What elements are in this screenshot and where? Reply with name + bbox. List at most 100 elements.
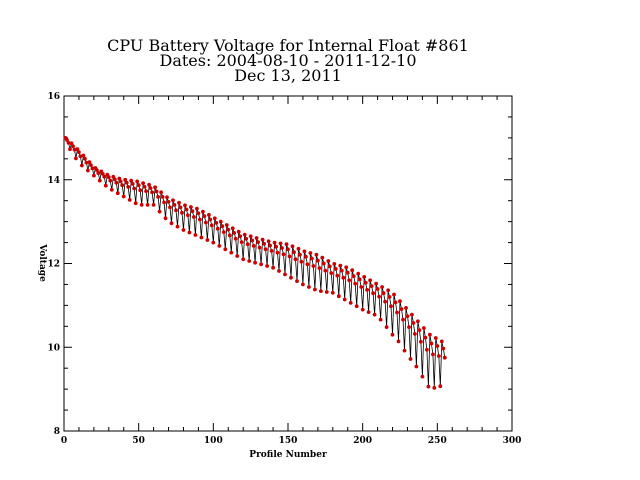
data-point — [117, 176, 122, 181]
data-point — [127, 198, 132, 202]
data-point — [81, 153, 86, 158]
data-point — [214, 221, 219, 225]
data-point — [308, 251, 313, 255]
data-point — [439, 339, 444, 344]
data-point — [301, 282, 305, 287]
data-point — [378, 317, 383, 322]
data-point — [371, 291, 375, 296]
data-point — [156, 195, 161, 199]
data-point — [366, 310, 371, 314]
data-point — [435, 344, 440, 348]
data-point — [269, 249, 274, 253]
data-point — [254, 236, 259, 240]
data-point — [311, 264, 316, 268]
data-point — [184, 207, 189, 212]
data-point — [77, 150, 81, 155]
data-point — [305, 262, 310, 267]
data-point — [229, 250, 234, 255]
data-point — [106, 175, 111, 180]
data-point — [130, 182, 135, 186]
data-point — [281, 252, 286, 257]
data-point — [347, 278, 352, 283]
data-point — [199, 235, 204, 240]
x-tick-label: 200 — [353, 436, 372, 446]
data-point — [74, 156, 78, 161]
data-point — [233, 236, 238, 241]
data-point — [121, 194, 126, 199]
y-axis-label: Voltage — [37, 243, 47, 282]
data-point — [250, 238, 255, 243]
data-point — [202, 214, 207, 219]
data-point — [266, 239, 271, 244]
data-point — [123, 177, 128, 182]
data-point — [163, 216, 168, 221]
data-point — [162, 200, 167, 205]
data-point — [248, 234, 253, 239]
data-point — [396, 339, 401, 344]
x-axis: 0 50 100 150 200 250 300 — [61, 96, 521, 446]
data-point — [97, 178, 102, 183]
data-point — [220, 224, 225, 229]
data-point — [245, 242, 250, 247]
data-point — [423, 335, 428, 340]
data-point — [226, 227, 231, 232]
data-point — [103, 183, 108, 188]
x-axis-label: Profile Number — [249, 450, 327, 460]
data-point — [157, 209, 162, 214]
data-point — [247, 259, 252, 263]
data-point — [147, 182, 152, 187]
data-point — [132, 186, 137, 191]
data-point — [336, 294, 341, 299]
data-point — [126, 185, 131, 189]
y-tick-label: 14 — [47, 176, 60, 186]
data-point — [193, 233, 198, 237]
data-point — [102, 174, 107, 179]
data-point — [341, 275, 346, 280]
data-point — [277, 269, 281, 273]
chart-title-line-2: Dates: 2004-08-10 - 2011-12-10 — [159, 51, 416, 70]
data-point — [211, 240, 216, 245]
data-point — [298, 252, 302, 257]
data-point — [335, 273, 340, 278]
data-point — [399, 307, 404, 311]
data-point — [260, 237, 265, 242]
data-point — [287, 254, 292, 259]
data-point — [353, 281, 358, 286]
data-point — [389, 304, 393, 309]
data-point — [78, 154, 83, 159]
x-tick-label: 0 — [61, 436, 67, 446]
data-point — [90, 166, 95, 171]
data-point — [180, 210, 184, 215]
x-tick-label: 100 — [204, 436, 223, 446]
data-point — [172, 203, 177, 207]
data-point — [317, 266, 322, 270]
data-point — [89, 163, 93, 168]
data-point — [383, 299, 387, 304]
data-point — [377, 294, 381, 299]
data-point — [87, 160, 92, 165]
data-point — [329, 271, 334, 275]
data-point — [398, 299, 402, 304]
data-point — [404, 306, 408, 310]
data-point — [425, 347, 429, 352]
data-point — [177, 200, 181, 205]
data-point — [338, 263, 343, 268]
data-point — [208, 217, 213, 222]
data-point — [86, 168, 90, 173]
data-point — [395, 310, 399, 315]
data-point — [414, 364, 419, 369]
data-point — [230, 226, 235, 231]
data-point — [401, 317, 405, 322]
data-point — [244, 236, 249, 241]
data-point — [238, 234, 243, 239]
data-point — [321, 261, 326, 266]
y-axis: 8 10 12 14 16 — [47, 92, 512, 437]
data-point — [436, 354, 441, 358]
data-point — [148, 186, 153, 191]
data-point — [413, 332, 417, 336]
data-point — [327, 264, 332, 269]
data-point — [429, 341, 434, 346]
data-point — [357, 277, 362, 282]
data-point — [433, 336, 438, 340]
